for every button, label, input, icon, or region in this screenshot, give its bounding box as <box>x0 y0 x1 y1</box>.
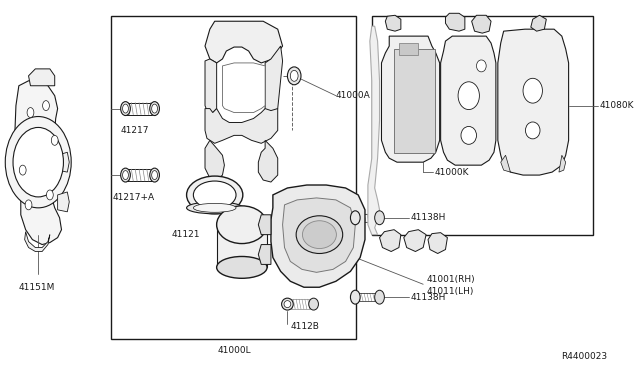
Ellipse shape <box>477 60 486 72</box>
Ellipse shape <box>152 104 157 113</box>
Text: 41138H: 41138H <box>411 293 446 302</box>
Polygon shape <box>440 36 496 165</box>
Polygon shape <box>265 46 283 113</box>
Ellipse shape <box>461 126 477 144</box>
Polygon shape <box>58 152 69 172</box>
Polygon shape <box>58 192 69 212</box>
Polygon shape <box>368 26 380 235</box>
Text: 41217+A: 41217+A <box>113 193 155 202</box>
Ellipse shape <box>284 301 291 308</box>
Polygon shape <box>25 232 50 251</box>
Text: 41217: 41217 <box>121 126 149 135</box>
Bar <box>111 16 356 339</box>
Ellipse shape <box>374 290 385 304</box>
Polygon shape <box>259 244 271 264</box>
Polygon shape <box>205 109 278 143</box>
Ellipse shape <box>152 171 157 180</box>
Ellipse shape <box>47 190 53 200</box>
Ellipse shape <box>123 104 129 113</box>
Ellipse shape <box>351 290 360 304</box>
Polygon shape <box>283 198 355 272</box>
Ellipse shape <box>282 298 293 310</box>
Polygon shape <box>498 29 568 175</box>
Ellipse shape <box>51 135 58 145</box>
Ellipse shape <box>525 122 540 139</box>
Ellipse shape <box>287 67 301 85</box>
Polygon shape <box>428 232 447 253</box>
Polygon shape <box>271 185 365 287</box>
Text: 41121: 41121 <box>171 230 200 239</box>
Ellipse shape <box>374 211 385 225</box>
Polygon shape <box>205 140 225 180</box>
Bar <box>372 16 593 235</box>
Text: 41000K: 41000K <box>435 168 469 177</box>
Bar <box>394 49 435 153</box>
Ellipse shape <box>308 298 319 310</box>
Polygon shape <box>559 155 566 172</box>
Ellipse shape <box>193 181 236 209</box>
Polygon shape <box>205 21 283 63</box>
Polygon shape <box>531 15 547 31</box>
Ellipse shape <box>123 171 129 180</box>
Ellipse shape <box>121 102 131 116</box>
Text: 41080K: 41080K <box>600 101 634 110</box>
Polygon shape <box>29 69 54 86</box>
Polygon shape <box>472 15 491 33</box>
Polygon shape <box>205 59 217 113</box>
Ellipse shape <box>193 203 236 212</box>
Ellipse shape <box>291 70 298 81</box>
Ellipse shape <box>296 216 342 253</box>
Text: 41138H: 41138H <box>411 213 446 222</box>
Text: 41001(RH): 41001(RH) <box>426 275 475 284</box>
Ellipse shape <box>25 200 32 210</box>
Ellipse shape <box>13 128 63 197</box>
Ellipse shape <box>351 211 360 225</box>
Bar <box>399 43 419 55</box>
Polygon shape <box>223 63 265 113</box>
Ellipse shape <box>187 202 243 214</box>
Polygon shape <box>500 155 511 172</box>
Ellipse shape <box>19 165 26 175</box>
Polygon shape <box>259 215 271 235</box>
Ellipse shape <box>5 116 71 208</box>
Polygon shape <box>404 230 426 251</box>
Ellipse shape <box>523 78 543 103</box>
Ellipse shape <box>150 168 159 182</box>
Ellipse shape <box>121 168 131 182</box>
Ellipse shape <box>187 176 243 214</box>
Text: R4400023: R4400023 <box>561 352 607 361</box>
Text: 41151M: 41151M <box>19 283 55 292</box>
Polygon shape <box>385 15 401 31</box>
Ellipse shape <box>150 102 159 116</box>
Polygon shape <box>217 225 267 267</box>
Ellipse shape <box>217 206 267 244</box>
Polygon shape <box>15 81 61 244</box>
Ellipse shape <box>217 256 267 278</box>
Text: 41000L: 41000L <box>218 346 251 355</box>
Text: 41011(LH): 41011(LH) <box>426 287 474 296</box>
Ellipse shape <box>458 82 479 110</box>
Polygon shape <box>380 230 401 251</box>
Ellipse shape <box>43 101 49 110</box>
Polygon shape <box>259 140 278 182</box>
Text: 4112B: 4112B <box>291 323 319 331</box>
Ellipse shape <box>303 221 337 248</box>
Polygon shape <box>445 13 465 31</box>
Text: 41000A: 41000A <box>336 91 371 100</box>
Polygon shape <box>381 36 440 162</box>
Ellipse shape <box>27 108 34 118</box>
